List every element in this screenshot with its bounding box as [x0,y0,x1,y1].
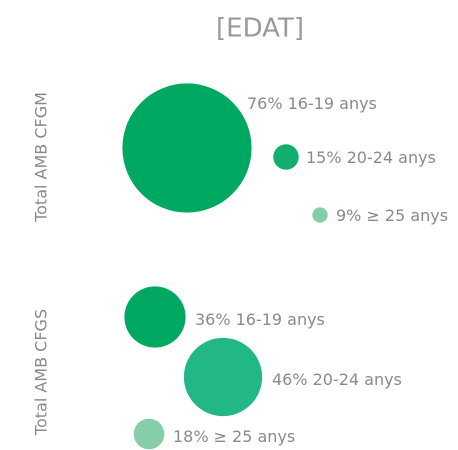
bubble-label: 9% ≥ 25 anys [336,206,448,225]
chart-title: [EDAT] [216,14,304,44]
category-label: 20-24 anys [313,370,402,389]
value-label: 36% [195,310,231,329]
bubble [133,418,165,450]
bubble-label: 15% 20-24 anys [306,148,436,167]
bubble [122,83,252,213]
value-label: 76% [247,94,283,113]
value-label: 18% [173,427,209,446]
category-label: ≥ 25 anys [366,206,448,225]
value-label: 15% [306,148,342,167]
category-label: 20-24 anys [347,148,436,167]
bubble [124,286,186,348]
value-label: 46% [272,370,308,389]
group-label: Total AMB CFGM [32,92,51,223]
bubble-label: 18% ≥ 25 anys [173,427,295,446]
category-label: 16-19 anys [288,94,377,113]
category-label: ≥ 25 anys [214,427,296,446]
bubble-label: 46% 20-24 anys [272,370,402,389]
bubble-label: 76% 16-19 anys [247,94,377,113]
value-label: 9% [336,206,361,225]
bubble-label: 36% 16-19 anys [195,310,325,329]
bubble [273,144,299,170]
category-label: 16-19 anys [236,310,325,329]
bubble [183,337,263,417]
group-label: Total AMB CFGS [32,309,51,436]
bubble [312,207,328,223]
